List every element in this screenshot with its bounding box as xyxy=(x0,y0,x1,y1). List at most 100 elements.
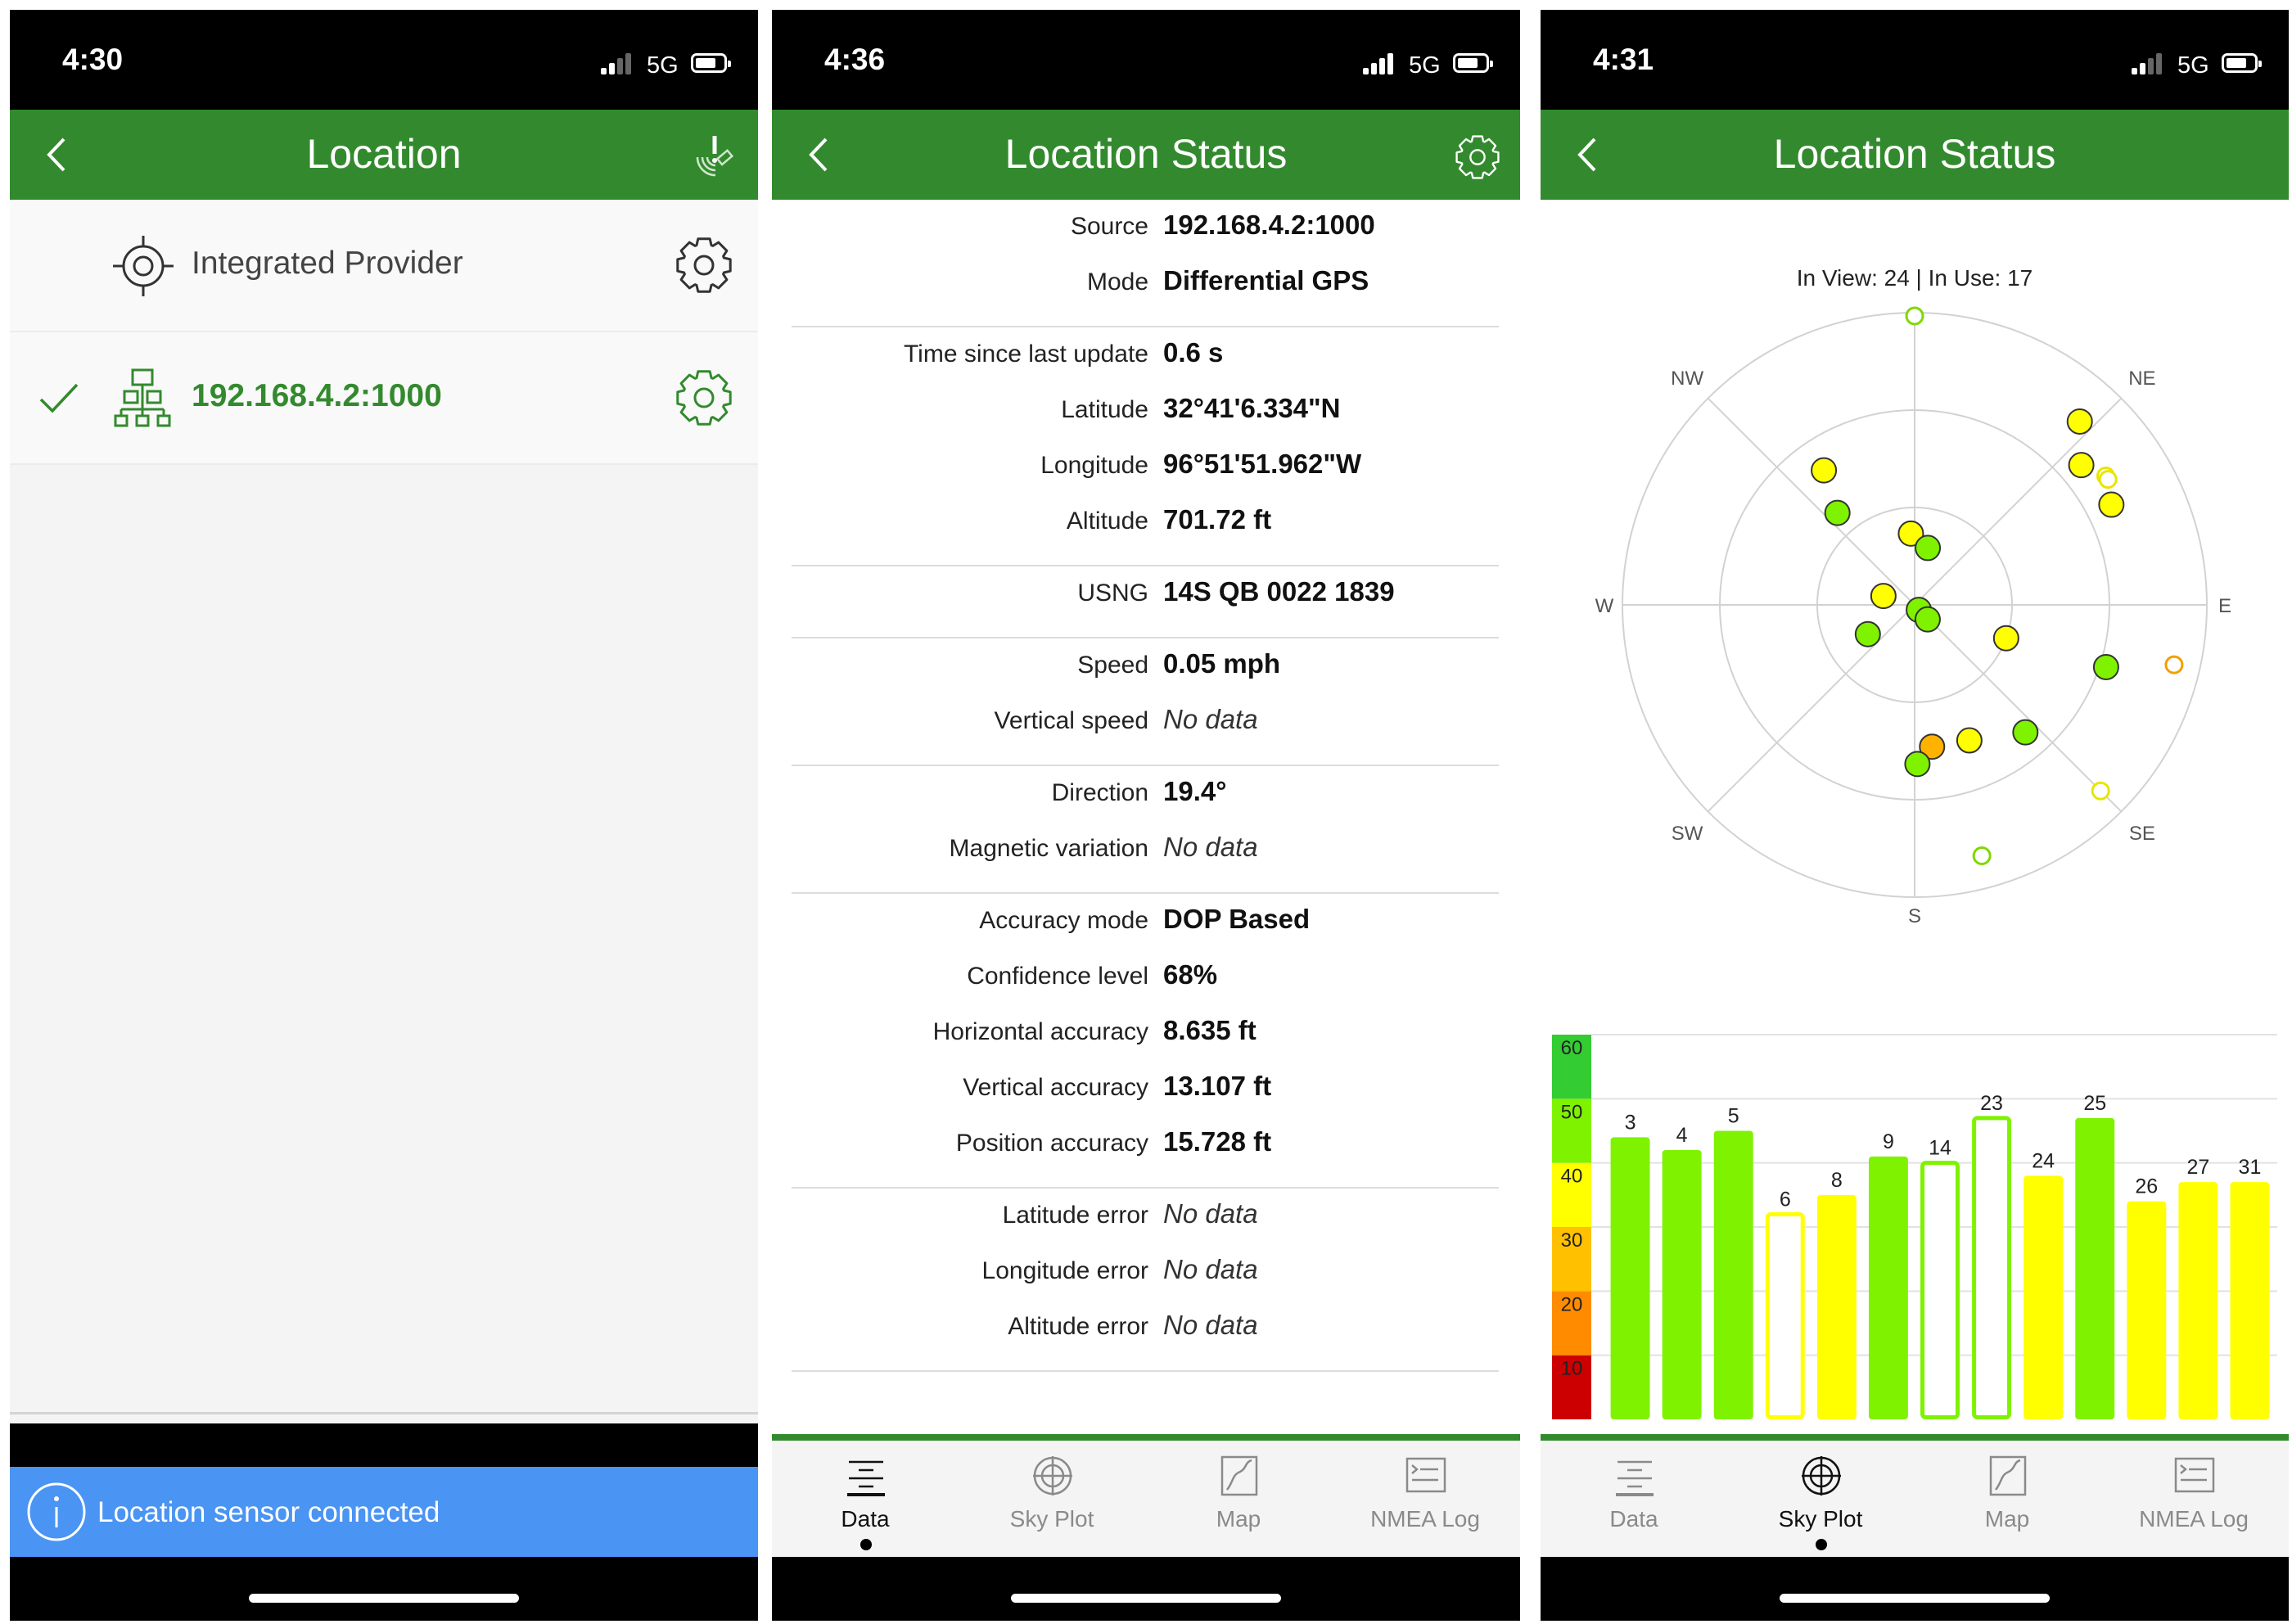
field-label: Vertical speed xyxy=(994,707,1148,734)
bar-label: 27 xyxy=(2186,1156,2209,1179)
snr-band xyxy=(1552,1355,1591,1419)
tab-sky-plot[interactable]: Sky Plot xyxy=(959,1441,1145,1557)
tab-data[interactable]: Data xyxy=(772,1441,959,1557)
tab-label: Data xyxy=(841,1506,890,1532)
satellite-marker xyxy=(1972,846,1992,866)
provider-label: Integrated Provider xyxy=(192,246,463,281)
tab-label: NMEA Log xyxy=(2139,1506,2249,1532)
compass-label: SE xyxy=(2129,823,2155,845)
nav-bar: Location Status xyxy=(772,110,1520,200)
signal-bar xyxy=(1371,63,1377,74)
signal-bar xyxy=(1363,68,1369,74)
back-chevron-icon[interactable] xyxy=(798,133,842,177)
snr-bar xyxy=(2178,1182,2218,1419)
satellite-marker xyxy=(2092,653,2119,680)
status-bar: 4:31 5G xyxy=(1541,10,2289,110)
page-title: Location xyxy=(306,131,462,177)
home-indicator[interactable] xyxy=(1011,1594,1281,1603)
network-type: 5G xyxy=(647,52,679,79)
tab-map[interactable]: Map xyxy=(1145,1441,1332,1557)
gear-icon[interactable] xyxy=(673,234,735,296)
sky-plot-icon xyxy=(1802,1456,1841,1495)
home-indicator[interactable] xyxy=(249,1594,519,1603)
tab-data[interactable]: Data xyxy=(1541,1441,1727,1557)
tab-nmea-log[interactable]: NMEA Log xyxy=(2100,1441,2287,1557)
field-value: 68% xyxy=(1163,959,1218,990)
toast-message: Location sensor connected xyxy=(97,1496,440,1528)
field-value: 13.107 ft xyxy=(1163,1071,1272,1101)
satellite-marker xyxy=(1904,751,1931,778)
tab-sky-plot[interactable]: Sky Plot xyxy=(1727,1441,1914,1557)
signal-bar xyxy=(609,63,615,74)
group-divider xyxy=(792,892,1499,894)
back-chevron-icon[interactable] xyxy=(1567,133,1611,177)
home-indicator[interactable] xyxy=(1780,1594,2050,1603)
bar-label: 31 xyxy=(2239,1156,2262,1179)
compass-label: E xyxy=(2218,595,2231,617)
sky-plot-panel: In View: 24 | In Use: 17 NNEESESSWWNW 10… xyxy=(1541,200,2289,1434)
satellite-marker xyxy=(1824,499,1851,526)
active-tab-indicator xyxy=(1816,1539,1827,1550)
nmea-log-icon xyxy=(1405,1457,1446,1493)
tab-label: Map xyxy=(1216,1506,1261,1532)
provider-label-selected: 192.168.4.2:1000 xyxy=(192,378,442,413)
satellite-marker xyxy=(1897,520,1924,547)
bar-label: 3 xyxy=(1625,1111,1636,1134)
tab-bar: Data Sky Plot Map NMEA Log xyxy=(1541,1434,2289,1557)
tab-nmea-log[interactable]: NMEA Log xyxy=(1332,1441,1518,1557)
field-value: 96°51'51.962"W xyxy=(1163,449,1362,479)
snr-bar xyxy=(1972,1116,2012,1419)
snr-bar xyxy=(1920,1161,1960,1420)
snr-band xyxy=(1552,1035,1591,1099)
tab-map[interactable]: Map xyxy=(1914,1441,2100,1557)
back-chevron-icon[interactable] xyxy=(36,133,80,177)
field-label: Latitude error xyxy=(1002,1202,1148,1229)
sky-plot-icon xyxy=(1033,1456,1072,1495)
compass-label: NW xyxy=(1671,368,1703,390)
connection-toast: Location sensor connected xyxy=(10,1467,758,1557)
field-label: Position accuracy xyxy=(955,1130,1148,1157)
provider-row-integrated[interactable]: Integrated Provider xyxy=(10,200,758,332)
satellite-marker xyxy=(2068,452,2095,479)
status-time: 4:31 xyxy=(1593,43,1654,76)
satellite-marker xyxy=(1956,727,1983,754)
provider-row-network[interactable]: 192.168.4.2:1000 xyxy=(10,332,758,465)
signal-bar xyxy=(625,53,631,74)
satellite-warning-icon[interactable] xyxy=(691,133,740,182)
field-value: No data xyxy=(1163,1198,1258,1229)
status-bar: 4:36 5G xyxy=(772,10,1520,110)
group-divider xyxy=(792,326,1499,327)
satellite-marker xyxy=(2091,781,2110,801)
checkmark-icon xyxy=(39,383,79,413)
field-value: 15.728 ft xyxy=(1163,1126,1272,1157)
snr-bar xyxy=(1868,1156,1908,1419)
field-label: Speed xyxy=(1077,652,1148,679)
status-bar: 4:30 5G xyxy=(10,10,758,110)
field-label: Longitude xyxy=(1040,452,1148,479)
satellite-marker xyxy=(2012,719,2039,746)
bar-label: 24 xyxy=(2032,1149,2055,1172)
snr-band xyxy=(1552,1227,1591,1292)
active-tab-indicator xyxy=(860,1539,872,1550)
field-value: 19.4° xyxy=(1163,776,1227,806)
cell-signal-icon xyxy=(1363,53,1399,74)
y-tick-label: 20 xyxy=(1561,1293,1583,1315)
tab-label: NMEA Log xyxy=(1370,1506,1480,1532)
field-value: Differential GPS xyxy=(1163,265,1369,295)
gear-icon[interactable] xyxy=(1453,133,1502,182)
snr-bar xyxy=(1662,1150,1702,1419)
page-title: Location Status xyxy=(1773,131,2056,177)
snr-bar xyxy=(2127,1201,2167,1419)
status-time: 4:30 xyxy=(62,43,124,76)
y-tick-label: 60 xyxy=(1561,1037,1583,1059)
signal-bar xyxy=(617,58,623,74)
signal-bar xyxy=(2148,58,2154,74)
bar-label: 5 xyxy=(1728,1105,1739,1128)
field-label: Accuracy mode xyxy=(979,907,1148,934)
signal-bar xyxy=(2132,68,2137,74)
network-icon xyxy=(114,368,171,427)
compass-label: W xyxy=(1595,595,1614,617)
crosshair-icon xyxy=(113,236,174,296)
gear-icon[interactable] xyxy=(673,367,735,429)
y-tick-label: 40 xyxy=(1561,1166,1583,1188)
